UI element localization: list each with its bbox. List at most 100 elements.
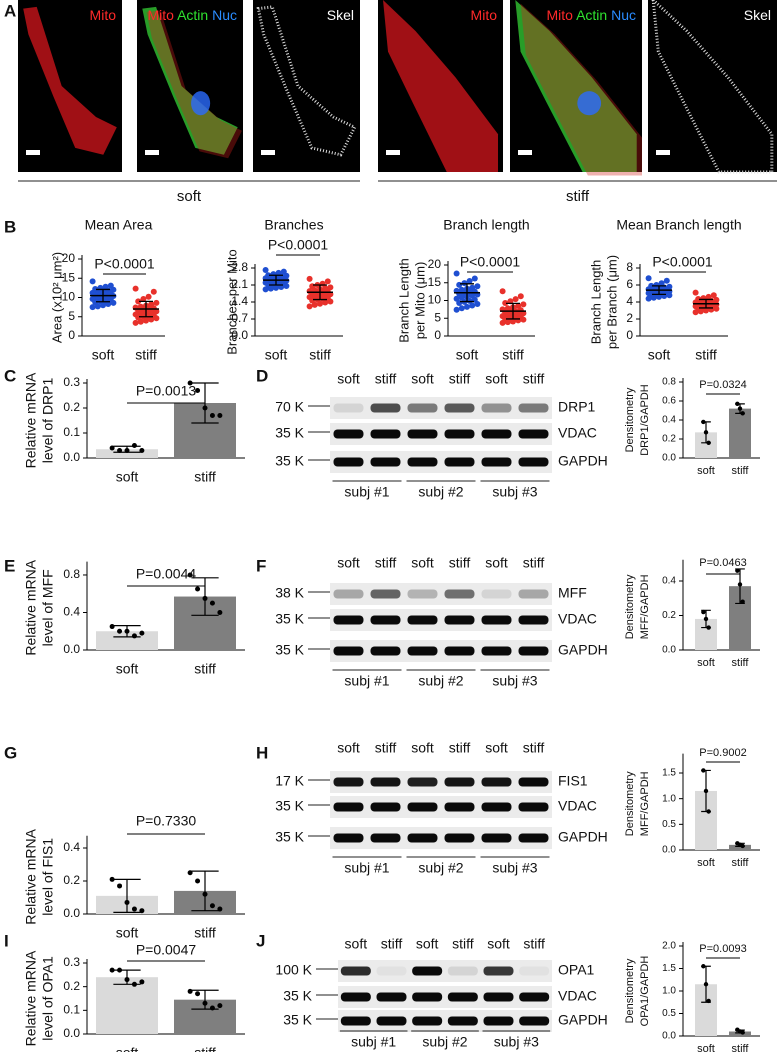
p-value: P<0.0001 [460, 254, 521, 270]
blot-strip [330, 583, 552, 605]
data-point [94, 303, 101, 310]
protein-label: GAPDH [558, 642, 608, 658]
x-tick-label: stiff [695, 347, 717, 363]
mito-signal [383, 0, 498, 172]
y-axis-label: level of DRP1 [40, 377, 56, 463]
data-point [195, 878, 201, 884]
band [407, 589, 438, 599]
data-point [317, 300, 323, 307]
band [333, 403, 364, 413]
label-word: Skel [327, 7, 354, 23]
p-value: P=0.0047 [136, 942, 197, 958]
data-point [89, 278, 96, 285]
data-point [517, 293, 524, 300]
y-tick-label: 2 [626, 311, 633, 325]
scale-bar [26, 150, 40, 155]
p-value: P=0.0463 [699, 557, 746, 569]
x-tick-label: soft [697, 465, 715, 477]
data-point [262, 266, 269, 273]
y-tick-label: 8 [626, 260, 633, 274]
band [333, 589, 364, 599]
data-point [703, 788, 709, 794]
p-value: P<0.0001 [652, 254, 713, 270]
y-tick-label: 0.0 [63, 1026, 80, 1040]
band [483, 966, 514, 976]
protein-label: VDAC [558, 425, 597, 441]
band [340, 1016, 371, 1026]
x-tick-label: stiff [194, 1045, 216, 1052]
band [333, 777, 364, 787]
panel-label: J [256, 931, 265, 950]
blot-strip [338, 960, 552, 982]
protein-label: DRP1 [558, 399, 596, 415]
blot-strip [330, 397, 552, 419]
bar [96, 977, 158, 1034]
y-axis-label: Area (x10² μm²) [49, 252, 64, 343]
y-tick-label: 0.0 [63, 450, 80, 464]
size-marker: 35 K [283, 988, 312, 1004]
y-axis-label: level of MFF [40, 569, 56, 646]
band [481, 589, 512, 599]
band [376, 1016, 407, 1026]
data-point [150, 288, 157, 295]
y-axis-label: OPA1/GAPDH [639, 956, 651, 1027]
band [370, 833, 401, 843]
band [412, 966, 443, 976]
data-point [153, 299, 160, 306]
x-tick-label: soft [116, 925, 139, 941]
band [519, 966, 550, 976]
data-point [703, 616, 709, 622]
lane-label: stiff [523, 936, 545, 952]
data-point [471, 275, 478, 282]
data-point [327, 298, 334, 305]
y-tick-label: 0.3 [63, 955, 80, 969]
band [519, 1016, 550, 1026]
protein-label: GAPDH [558, 1012, 608, 1028]
data-point [740, 1030, 745, 1035]
data-point [504, 319, 511, 326]
micrograph [648, 0, 777, 172]
band [333, 833, 364, 843]
data-point [117, 628, 123, 634]
data-point [706, 440, 711, 445]
data-point [324, 278, 331, 285]
x-tick-label: stiff [732, 465, 750, 477]
y-tick-label: 0.1 [63, 425, 80, 439]
nucleus [577, 91, 602, 116]
data-point [322, 299, 329, 306]
data-point [453, 306, 460, 313]
error-bar [113, 878, 141, 913]
data-point [692, 309, 699, 316]
size-marker: 17 K [275, 773, 304, 789]
x-tick-label: stiff [309, 347, 331, 363]
image-label: Skel [744, 7, 771, 23]
data-point [740, 843, 745, 849]
band [407, 403, 438, 413]
protein-label: OPA1 [558, 962, 595, 978]
data-point [645, 275, 652, 282]
label-word: Skel [744, 7, 771, 23]
y-tick-label: 1.5 [662, 963, 676, 974]
data-point [117, 883, 123, 889]
band [518, 429, 549, 439]
y-tick-label: 2.1 [231, 277, 248, 291]
bar [729, 586, 751, 650]
band [481, 833, 512, 843]
data-point [520, 301, 527, 308]
data-point [710, 292, 717, 299]
panel-label: D [256, 366, 268, 385]
data-point [706, 809, 711, 814]
data-point [262, 286, 269, 293]
sd-bar [460, 283, 474, 303]
y-tick-label: 1.5 [662, 768, 676, 779]
data-point [703, 982, 709, 987]
y-axis-label: Branches per Mito [224, 249, 239, 355]
y-axis-label: Relative mRNA [23, 372, 39, 468]
band [333, 429, 364, 439]
subject-label: subj #1 [344, 484, 389, 500]
bar [96, 449, 158, 458]
label-word: Mito [90, 7, 117, 23]
lane-label: soft [337, 371, 360, 387]
data-point [124, 628, 130, 634]
data-point [195, 586, 201, 592]
